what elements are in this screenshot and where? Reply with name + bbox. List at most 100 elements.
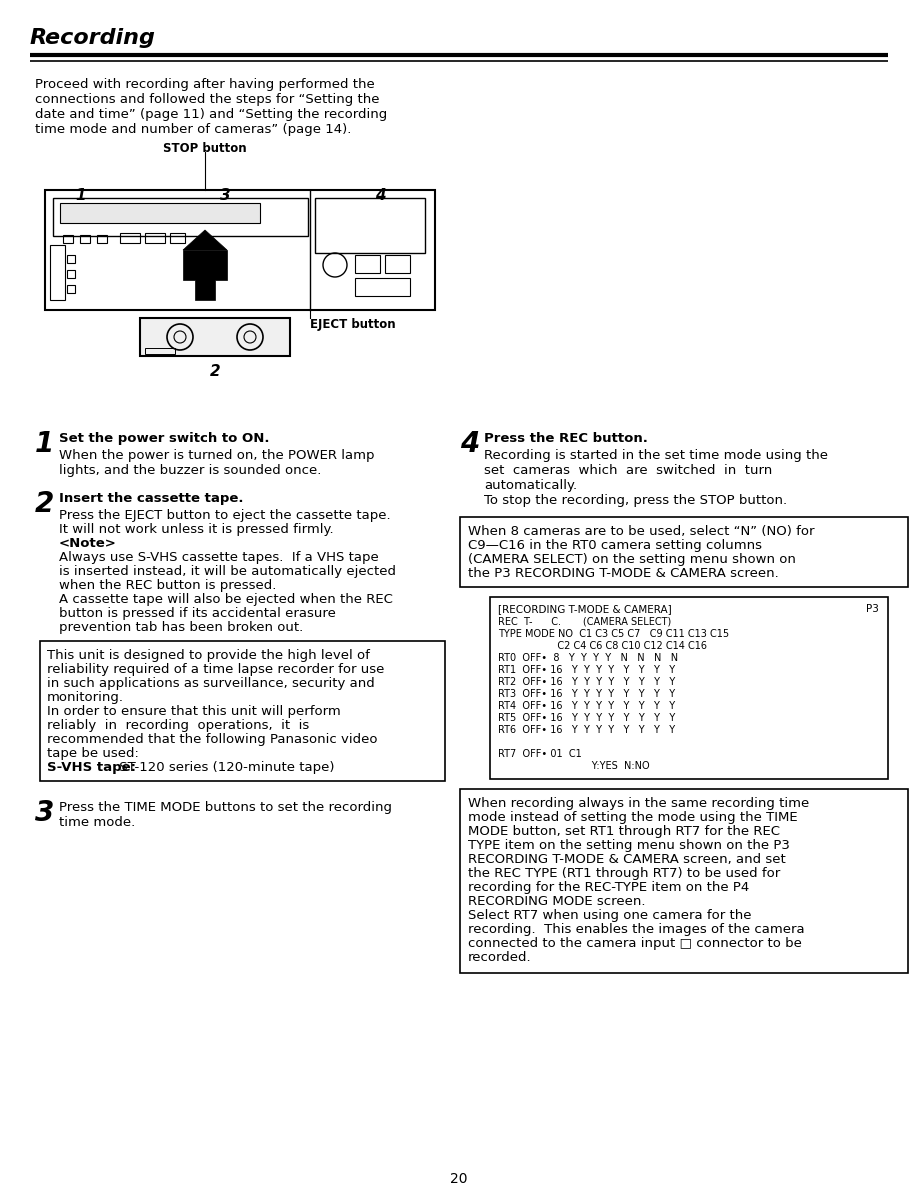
Bar xyxy=(170,233,185,244)
Text: recorded.: recorded. xyxy=(468,952,532,963)
Bar xyxy=(120,233,140,244)
Text: When the power is turned on, the POWER lamp: When the power is turned on, the POWER l… xyxy=(59,449,375,462)
Text: the REC TYPE (RT1 through RT7) to be used for: the REC TYPE (RT1 through RT7) to be use… xyxy=(468,867,780,880)
Bar xyxy=(145,233,165,244)
Text: set  cameras  which  are  switched  in  turn: set cameras which are switched in turn xyxy=(484,465,772,478)
Bar xyxy=(40,642,445,781)
Text: Press the REC button.: Press the REC button. xyxy=(484,432,648,446)
Text: prevention tab has been broken out.: prevention tab has been broken out. xyxy=(59,621,303,634)
Bar xyxy=(50,245,65,301)
Text: 3: 3 xyxy=(220,188,230,203)
Text: in such applications as surveillance, security and: in such applications as surveillance, se… xyxy=(47,677,375,690)
Text: RT3  OFF• 16   Y  Y  Y  Y   Y   Y   Y   Y: RT3 OFF• 16 Y Y Y Y Y Y Y Y xyxy=(498,689,675,699)
Text: 1: 1 xyxy=(35,430,54,459)
Text: It will not work unless it is pressed firmly.: It will not work unless it is pressed fi… xyxy=(59,523,333,536)
Text: RT4  OFF• 16   Y  Y  Y  Y   Y   Y   Y   Y: RT4 OFF• 16 Y Y Y Y Y Y Y Y xyxy=(498,701,675,710)
Text: In order to ensure that this unit will perform: In order to ensure that this unit will p… xyxy=(47,704,341,718)
Text: time mode and number of cameras” (page 14).: time mode and number of cameras” (page 1… xyxy=(35,124,352,135)
Bar xyxy=(460,517,908,587)
Text: When recording always in the same recording time: When recording always in the same record… xyxy=(468,797,810,810)
Text: recording for the REC-TYPE item on the P4: recording for the REC-TYPE item on the P… xyxy=(468,881,749,895)
Bar xyxy=(97,235,107,244)
Bar xyxy=(140,318,290,356)
Text: the P3 RECORDING T-MODE & CAMERA screen.: the P3 RECORDING T-MODE & CAMERA screen. xyxy=(468,567,778,580)
Text: 2: 2 xyxy=(209,364,220,379)
Text: When 8 cameras are to be used, select “N” (NO) for: When 8 cameras are to be used, select “N… xyxy=(468,525,814,538)
Text: S-VHS tape:: S-VHS tape: xyxy=(47,762,136,775)
Text: C2 C4 C6 C8 C10 C12 C14 C16: C2 C4 C6 C8 C10 C12 C14 C16 xyxy=(498,642,707,651)
Text: TYPE MODE NO  C1 C3 C5 C7   C9 C11 C13 C15: TYPE MODE NO C1 C3 C5 C7 C9 C11 C13 C15 xyxy=(498,628,729,639)
Bar xyxy=(67,255,75,263)
Text: mode instead of setting the mode using the TIME: mode instead of setting the mode using t… xyxy=(468,811,798,824)
Bar xyxy=(60,203,260,223)
Text: Select RT7 when using one camera for the: Select RT7 when using one camera for the xyxy=(468,909,752,922)
Bar xyxy=(67,285,75,293)
Text: Insert the cassette tape.: Insert the cassette tape. xyxy=(59,492,243,505)
Text: date and time” (page 11) and “Setting the recording: date and time” (page 11) and “Setting th… xyxy=(35,108,387,121)
Bar xyxy=(145,348,175,354)
Text: RT6  OFF• 16   Y  Y  Y  Y   Y   Y   Y   Y: RT6 OFF• 16 Y Y Y Y Y Y Y Y xyxy=(498,725,675,735)
Text: when the REC button is pressed.: when the REC button is pressed. xyxy=(59,579,276,592)
Text: 4: 4 xyxy=(460,430,479,459)
Text: recommended that the following Panasonic video: recommended that the following Panasonic… xyxy=(47,733,377,746)
Text: C9—C16 in the RT0 camera setting columns: C9—C16 in the RT0 camera setting columns xyxy=(468,539,762,552)
Bar xyxy=(45,190,435,310)
Bar xyxy=(355,255,380,273)
Polygon shape xyxy=(183,230,227,249)
Text: is inserted instead, it will be automatically ejected: is inserted instead, it will be automati… xyxy=(59,565,396,579)
Text: A cassette tape will also be ejected when the REC: A cassette tape will also be ejected whe… xyxy=(59,593,393,606)
Text: Recording: Recording xyxy=(30,29,156,48)
Text: connections and followed the steps for “Setting the: connections and followed the steps for “… xyxy=(35,93,379,106)
Text: 1: 1 xyxy=(75,188,85,203)
Bar xyxy=(315,198,425,253)
Text: <Note>: <Note> xyxy=(59,537,117,550)
Text: [RECORDING T-MODE & CAMERA]: [RECORDING T-MODE & CAMERA] xyxy=(498,604,672,614)
Text: automatically.: automatically. xyxy=(484,479,577,492)
Bar xyxy=(63,235,73,244)
Text: 3: 3 xyxy=(35,800,54,827)
Text: (CAMERA SELECT) on the setting menu shown on: (CAMERA SELECT) on the setting menu show… xyxy=(468,552,796,565)
Text: reliably  in  recording  operations,  it  is: reliably in recording operations, it is xyxy=(47,719,309,732)
Text: RT7  OFF• 01  C1: RT7 OFF• 01 C1 xyxy=(498,748,582,759)
Text: RT5  OFF• 16   Y  Y  Y  Y   Y   Y   Y   Y: RT5 OFF• 16 Y Y Y Y Y Y Y Y xyxy=(498,713,676,723)
Text: Set the power switch to ON.: Set the power switch to ON. xyxy=(59,432,270,446)
Bar xyxy=(80,235,90,244)
Text: lights, and the buzzer is sounded once.: lights, and the buzzer is sounded once. xyxy=(59,465,321,478)
Text: RT1  OFF• 16   Y  Y  Y  Y   Y   Y   Y   Y: RT1 OFF• 16 Y Y Y Y Y Y Y Y xyxy=(498,665,675,675)
Text: Recording is started in the set time mode using the: Recording is started in the set time mod… xyxy=(484,449,828,462)
Text: RT2  OFF• 16   Y  Y  Y  Y   Y   Y   Y   Y: RT2 OFF• 16 Y Y Y Y Y Y Y Y xyxy=(498,677,676,687)
Text: recording.  This enables the images of the camera: recording. This enables the images of th… xyxy=(468,923,804,936)
Bar xyxy=(490,598,888,779)
Bar xyxy=(385,255,410,273)
Text: reliability required of a time lapse recorder for use: reliability required of a time lapse rec… xyxy=(47,663,385,676)
Polygon shape xyxy=(183,249,227,301)
Text: Y:YES  N:NO: Y:YES N:NO xyxy=(498,762,650,771)
Text: RT0  OFF•  8   Y  Y  Y  Y   N   N   N   N: RT0 OFF• 8 Y Y Y Y N N N N xyxy=(498,653,678,663)
Bar xyxy=(67,270,75,278)
Text: ST-120 series (120-minute tape): ST-120 series (120-minute tape) xyxy=(115,762,334,775)
Text: Proceed with recording after having performed the: Proceed with recording after having perf… xyxy=(35,78,375,91)
Text: To stop the recording, press the STOP button.: To stop the recording, press the STOP bu… xyxy=(484,494,787,507)
Bar xyxy=(460,789,908,973)
Text: Press the EJECT button to eject the cassette tape.: Press the EJECT button to eject the cass… xyxy=(59,508,391,522)
Text: REC  T-      C.       (CAMERA SELECT): REC T- C. (CAMERA SELECT) xyxy=(498,617,671,627)
Text: tape be used:: tape be used: xyxy=(47,747,139,760)
Text: P3: P3 xyxy=(866,604,879,614)
Text: EJECT button: EJECT button xyxy=(310,318,396,331)
Text: 4: 4 xyxy=(375,188,386,203)
Text: connected to the camera input □ connector to be: connected to the camera input □ connecto… xyxy=(468,937,802,950)
Text: MODE button, set RT1 through RT7 for the REC: MODE button, set RT1 through RT7 for the… xyxy=(468,824,780,838)
Text: Always use S-VHS cassette tapes.  If a VHS tape: Always use S-VHS cassette tapes. If a VH… xyxy=(59,551,379,564)
Bar xyxy=(53,198,308,236)
Text: time mode.: time mode. xyxy=(59,816,135,829)
Text: Press the TIME MODE buttons to set the recording: Press the TIME MODE buttons to set the r… xyxy=(59,801,392,814)
Text: monitoring.: monitoring. xyxy=(47,691,124,704)
Text: This unit is designed to provide the high level of: This unit is designed to provide the hig… xyxy=(47,649,370,662)
Text: RECORDING MODE screen.: RECORDING MODE screen. xyxy=(468,895,645,908)
Bar xyxy=(355,278,410,296)
Text: button is pressed if its accidental erasure: button is pressed if its accidental eras… xyxy=(59,607,336,620)
Text: STOP button: STOP button xyxy=(163,143,247,154)
Text: RECORDING T-MODE & CAMERA screen, and set: RECORDING T-MODE & CAMERA screen, and se… xyxy=(468,853,786,866)
Text: 2: 2 xyxy=(35,489,54,518)
Text: 20: 20 xyxy=(450,1173,468,1186)
